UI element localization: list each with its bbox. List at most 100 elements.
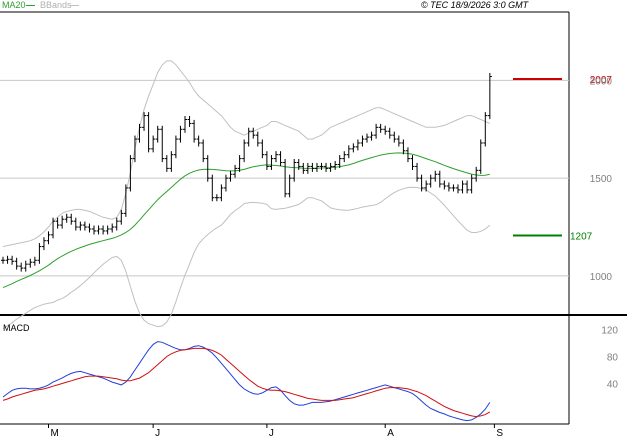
ohlc-bars: [1, 72, 492, 272]
ohlc-bar: [201, 139, 206, 163]
ohlc-bar: [342, 151, 347, 163]
bbands-upper-line: [2, 60, 490, 248]
ohlc-bar: [446, 182, 451, 192]
bollinger-bands: [2, 60, 491, 330]
ohlc-bar: [173, 135, 178, 159]
ohlc-bar: [219, 184, 224, 202]
ohlc-bar: [28, 258, 33, 268]
ohlc-bar: [210, 174, 215, 202]
legend-ma20-swatch: [26, 5, 35, 6]
grid-lines: [0, 79, 569, 277]
ohlc-bar: [242, 139, 247, 163]
ohlc-bar: [405, 147, 410, 163]
ohlc-bar: [32, 256, 37, 266]
ohlc-bar: [378, 123, 383, 133]
ohlc-bar: [64, 213, 69, 223]
legend-bbands-swatch: [70, 5, 79, 6]
ohlc-bar: [478, 139, 483, 174]
macd-tick-label: 80: [607, 353, 619, 364]
resistance-label: 2007: [590, 75, 613, 86]
ohlc-bar: [164, 155, 169, 172]
ohlc-bar: [415, 162, 420, 182]
ohlc-bar: [351, 143, 356, 153]
ohlc-bar: [355, 139, 360, 151]
ohlc-bar: [119, 209, 124, 225]
ohlc-bar: [46, 231, 51, 245]
ohlc-bar: [374, 123, 379, 139]
macd-signal-line: [2, 347, 491, 418]
ohlc-bar: [392, 131, 397, 143]
ma20-line: [2, 152, 490, 289]
ohlc-bar: [155, 125, 160, 143]
ohlc-bar: [23, 260, 28, 272]
ohlc-bar: [233, 164, 238, 178]
ohlc-bar: [110, 223, 115, 233]
ohlc-bar: [92, 225, 96, 235]
ohlc-bar: [69, 213, 74, 225]
ohlc-bar: [310, 162, 315, 172]
ohlc-bar: [73, 217, 78, 231]
ohlc-bar: [1, 256, 5, 264]
copyright-text: © TEC 18/9/2026 3:0 GMT: [421, 0, 529, 10]
ohlc-bar: [128, 155, 133, 192]
macd-tick-label: 120: [601, 326, 618, 337]
ohlc-bar: [246, 127, 251, 147]
ohlc-bar: [114, 217, 119, 231]
support-label: 1207: [570, 231, 593, 242]
price-levels: 2007 1207: [513, 75, 612, 242]
ohlc-bar: [78, 221, 83, 231]
x-tick-label: J: [155, 428, 160, 439]
ohlc-bar: [19, 262, 24, 272]
ohlc-bar: [146, 112, 151, 153]
ohlc-bar: [60, 215, 65, 229]
ohlc-bar: [41, 237, 46, 251]
ohlc-bar: [442, 180, 447, 190]
ohlc-bar: [223, 174, 228, 192]
ohlc-bar: [474, 166, 479, 182]
ohlc-bar: [433, 170, 438, 182]
ohlc-bar: [137, 123, 142, 143]
price-tick-label: 1500: [590, 174, 613, 185]
ohlc-bar: [460, 180, 465, 194]
ohlc-bar: [169, 151, 174, 172]
ohlc-bar: [260, 139, 265, 159]
ohlc-bar: [346, 145, 351, 159]
x-tick-label: M: [51, 428, 59, 439]
ohlc-bar: [437, 170, 442, 188]
macd-title: MACD: [3, 323, 30, 333]
ohlc-bar: [255, 131, 260, 147]
ohlc-bar: [142, 112, 147, 131]
ohlc-bar: [287, 174, 292, 198]
x-tick-label: A: [387, 428, 394, 439]
ohlc-bar: [383, 125, 388, 135]
ohlc-bar: [51, 217, 56, 239]
ohlc-bar: [160, 125, 165, 163]
ohlc-bar: [251, 127, 256, 139]
ohlc-bar: [55, 217, 60, 229]
ohlc-bar: [187, 115, 192, 127]
ohlc-bar: [365, 133, 369, 143]
ohlc-bar: [319, 162, 324, 170]
ohlc-bar: [424, 180, 429, 192]
ohlc-bar: [465, 180, 470, 194]
ohlc-bar: [178, 125, 183, 143]
ohlc-bar: [487, 72, 492, 120]
ohlc-bar: [360, 135, 365, 147]
ohlc-bar: [369, 131, 374, 141]
ohlc-bar: [228, 170, 233, 182]
ohlc-bar: [37, 243, 42, 264]
ohlc-bar: [196, 135, 201, 147]
ohlc-bar: [96, 225, 101, 235]
ohlc-bar: [456, 184, 460, 194]
ohlc-bar: [87, 223, 92, 233]
ohlc-bar: [105, 225, 110, 235]
ohlc-bar: [410, 155, 415, 170]
ohlc-bar: [387, 127, 392, 139]
ohlc-bar: [151, 135, 156, 153]
ohlc-bar: [10, 255, 15, 265]
legend-ma20: MA20: [2, 0, 26, 10]
x-tick-label: S: [496, 428, 503, 439]
ohlc-bar: [337, 155, 342, 168]
